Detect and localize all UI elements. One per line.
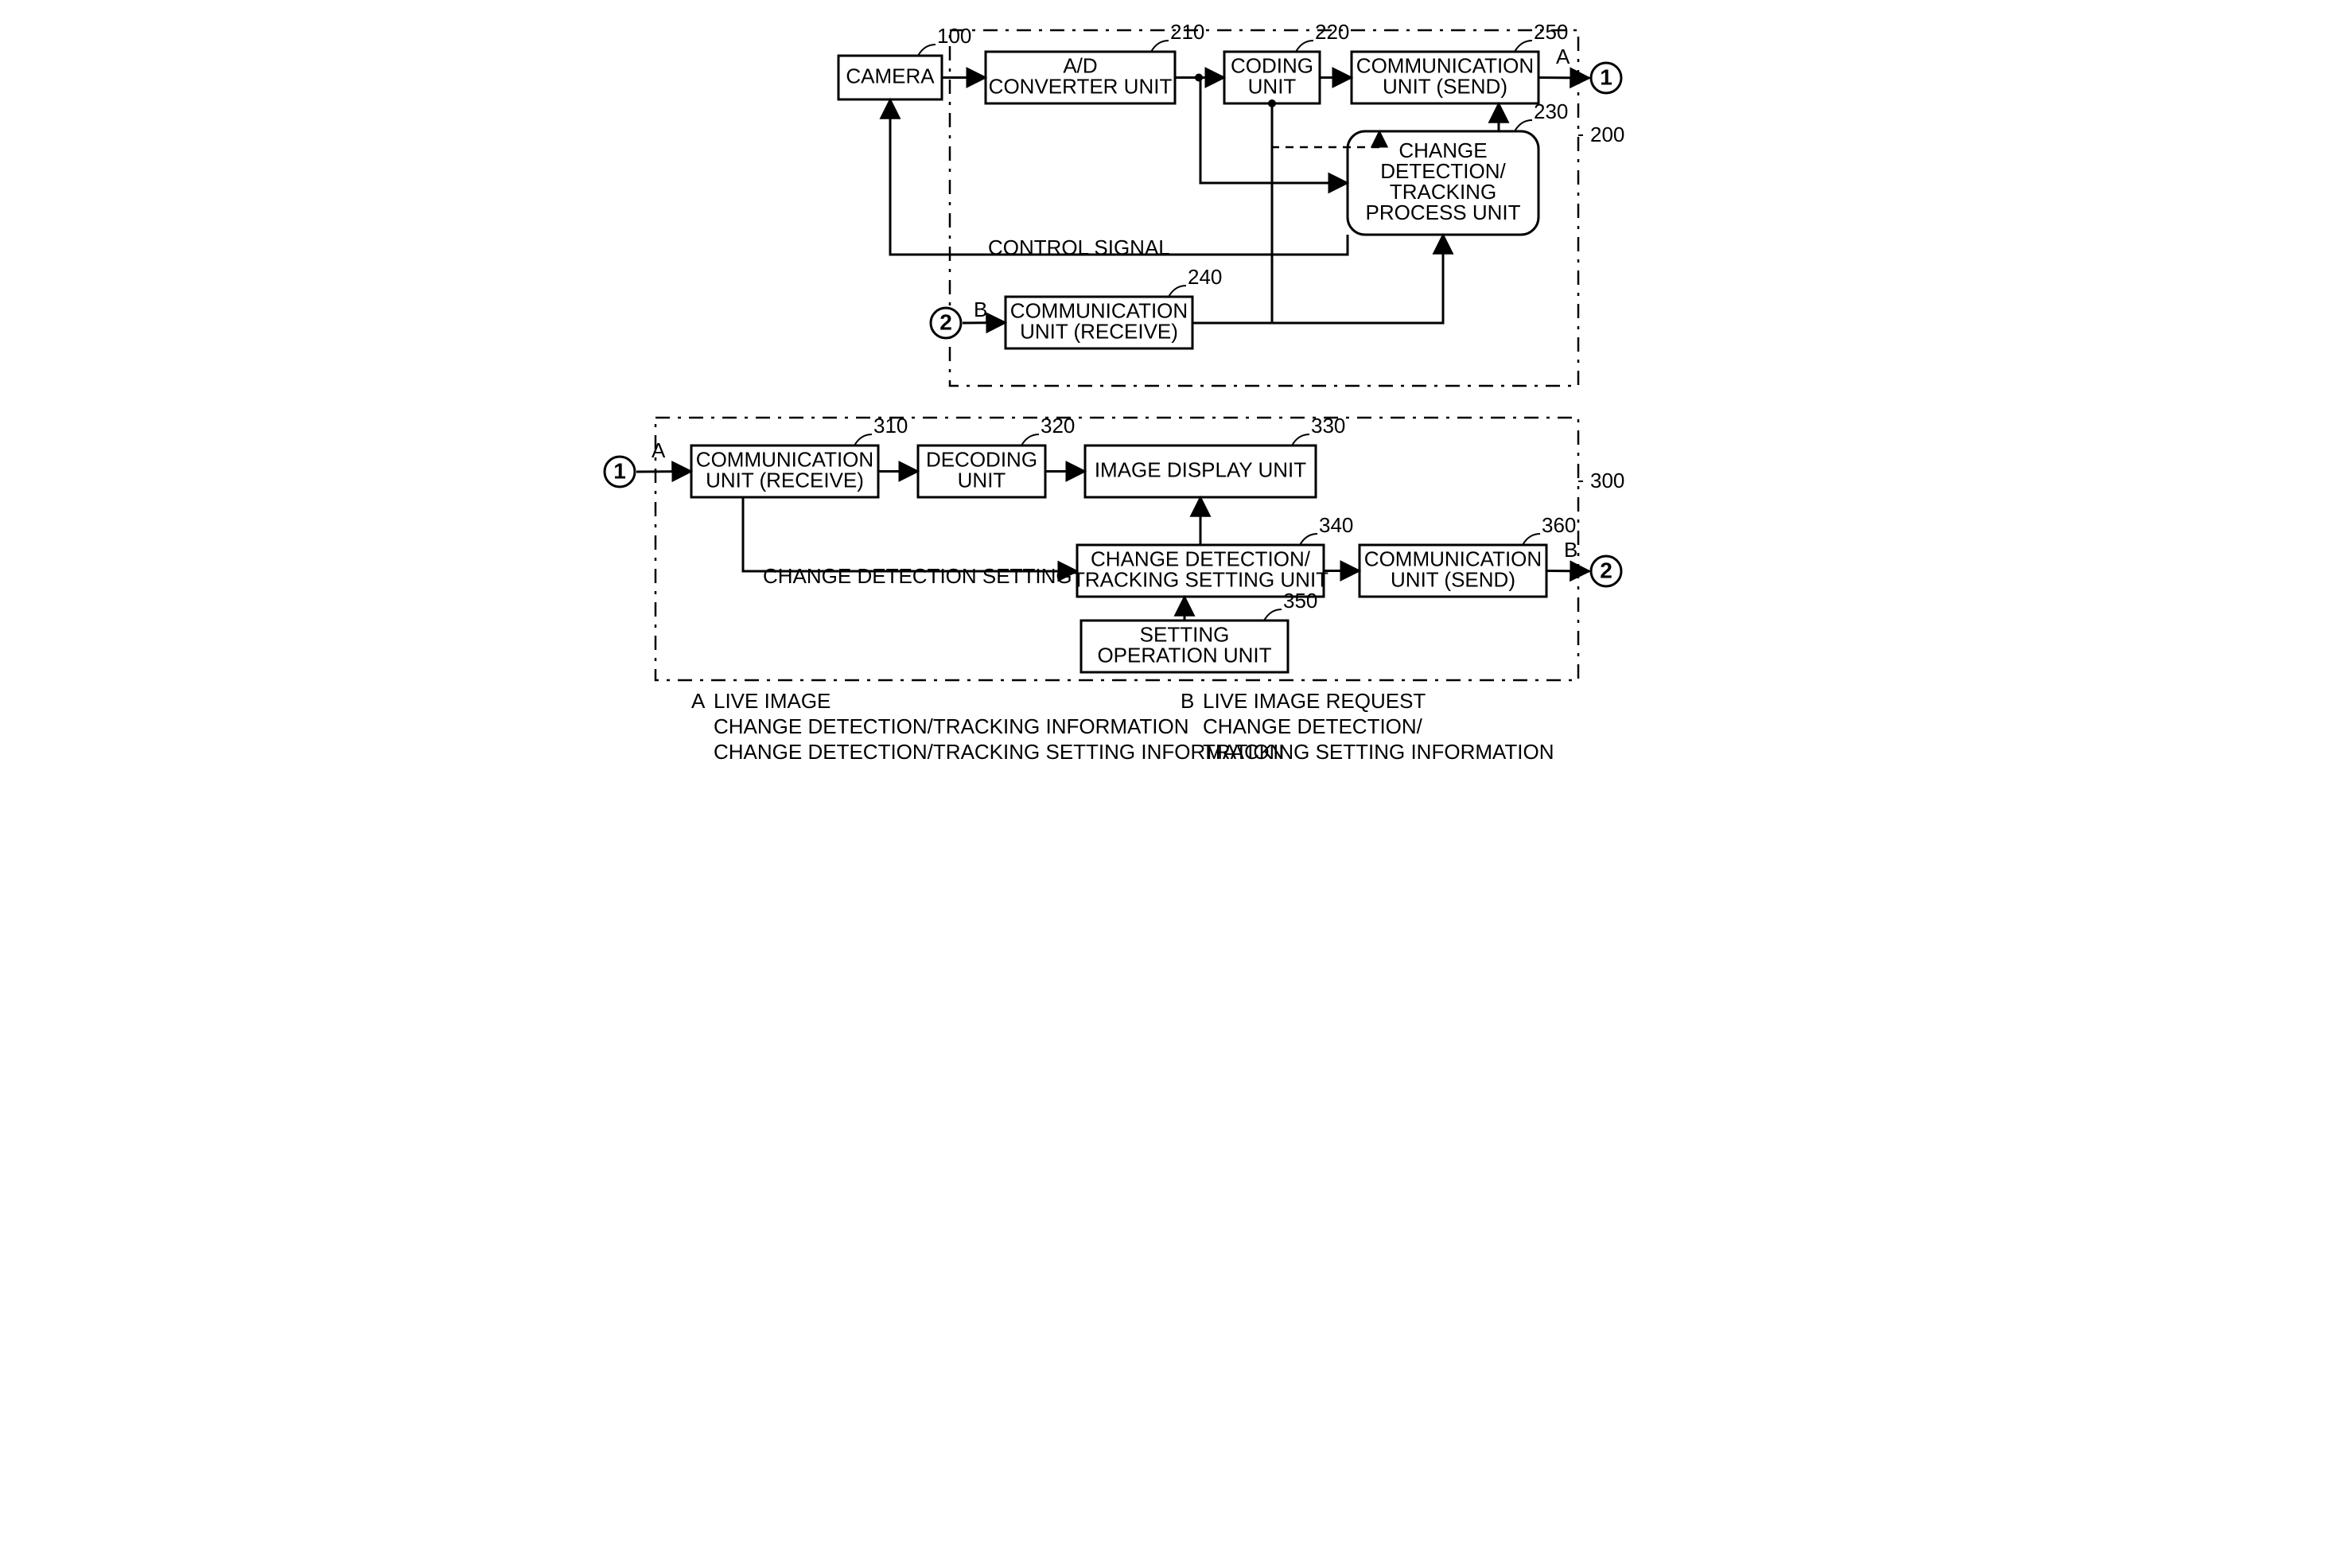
legend-b-line-0: LIVE IMAGE REQUEST: [1203, 689, 1426, 713]
arrow-18: [1546, 571, 1589, 572]
box-360-label-1: UNIT (SEND): [1391, 567, 1515, 591]
ref-230: 230: [1534, 99, 1568, 123]
legend-a-line-0: LIVE IMAGE: [714, 689, 831, 713]
svg-text:A: A: [1556, 45, 1570, 68]
ref-330: 330: [1311, 414, 1345, 438]
svg-text:A: A: [691, 689, 706, 713]
box-350-label-1: OPERATION UNIT: [1097, 643, 1271, 667]
legend-a-line-2: CHANGE DETECTION/TRACKING SETTING INFORM…: [714, 740, 1284, 764]
svg-text:2: 2: [1600, 558, 1612, 582]
box-340-label-1: TRACKING SETTING UNIT: [1072, 567, 1328, 591]
arrow-8: [1192, 103, 1272, 323]
ref-310: 310: [873, 414, 908, 438]
diagram-canvas: 200300CAMERA100A/DCONVERTER UNIT210CODIN…: [584, 16, 1751, 800]
box-330-label-0: IMAGE DISPLAY UNIT: [1094, 457, 1305, 481]
arrow-11: [636, 472, 691, 473]
box-220-label-1: UNIT: [1247, 74, 1296, 98]
box-320-label-1: UNIT: [957, 468, 1006, 492]
ref-300: 300: [1590, 469, 1624, 492]
legend-a-line-1: CHANGE DETECTION/TRACKING INFORMATION: [714, 714, 1189, 738]
ref-340: 340: [1319, 513, 1353, 537]
arrow-9: [1192, 235, 1443, 323]
ref-220: 220: [1315, 20, 1349, 44]
box-230-label-3: PROCESS UNIT: [1365, 200, 1520, 224]
arrow-14: [743, 497, 1077, 571]
box-250-label-1: UNIT (SEND): [1383, 74, 1507, 98]
svg-text:1: 1: [1600, 64, 1612, 89]
svg-text:1: 1: [613, 458, 626, 483]
svg-text:2: 2: [939, 309, 952, 334]
svg-text:B: B: [1181, 689, 1194, 713]
ref-240: 240: [1188, 265, 1222, 289]
arrow-3: [1538, 78, 1589, 79]
legend-b-line-2: TRACKING SETTING INFORMATION: [1203, 740, 1554, 764]
ref-360: 360: [1542, 513, 1576, 537]
box-240-label-1: UNIT (RECEIVE): [1020, 319, 1178, 343]
text-change_det_setting: CHANGE DETECTION SETTING: [763, 564, 1072, 588]
svg-text:B: B: [1564, 538, 1577, 562]
svg-text:B: B: [974, 298, 987, 321]
box-100-label-0: CAMERA: [846, 64, 935, 88]
arrow-10: [890, 99, 1348, 255]
ref-100: 100: [937, 24, 971, 48]
box-310-label-1: UNIT (RECEIVE): [706, 468, 864, 492]
arrow-7: [963, 323, 1006, 324]
ref-200: 200: [1590, 123, 1624, 146]
ref-320: 320: [1041, 414, 1075, 438]
ref-250: 250: [1534, 20, 1568, 44]
box-210-label-1: CONVERTER UNIT: [988, 74, 1172, 98]
ref-350: 350: [1283, 589, 1317, 613]
svg-text:A: A: [652, 438, 666, 462]
ref-210: 210: [1170, 20, 1204, 44]
legend-b-line-1: CHANGE DETECTION/: [1203, 714, 1423, 738]
